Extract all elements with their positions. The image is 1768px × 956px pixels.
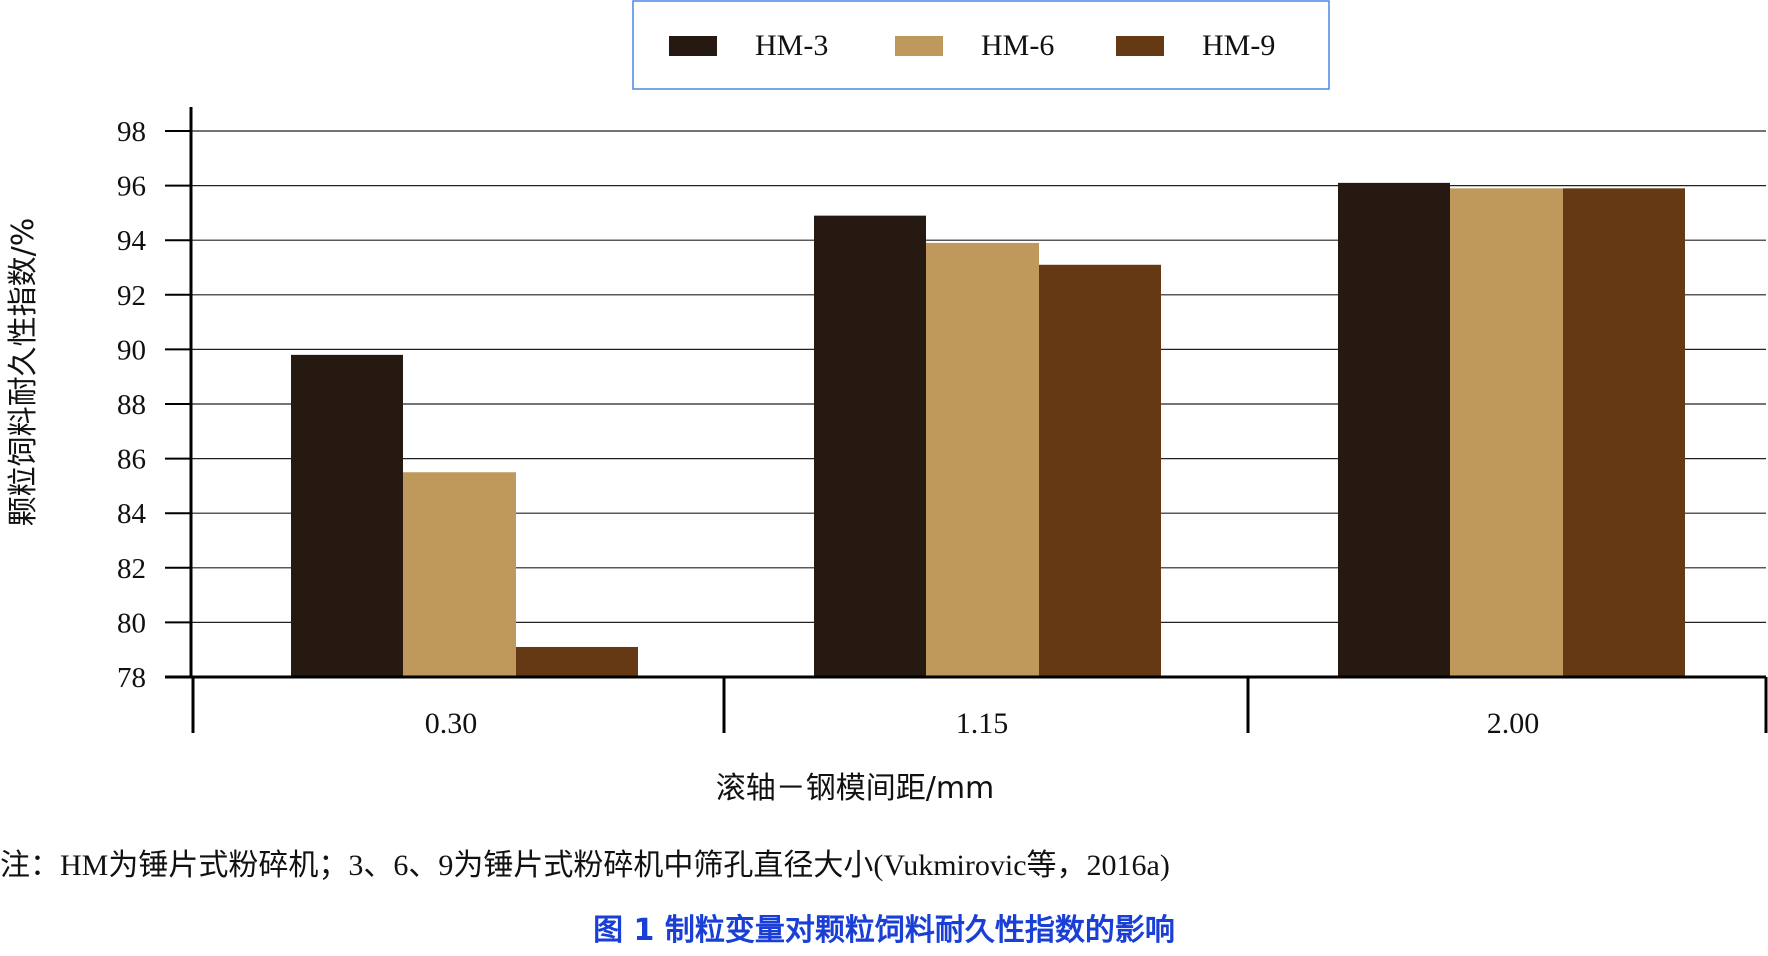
x-tick-label: 0.30	[425, 707, 478, 740]
legend-box	[632, 0, 1330, 90]
y-tick-label: 84	[117, 498, 147, 530]
y-tick-label: 86	[117, 444, 146, 476]
legend-swatch-hm-3	[669, 36, 717, 56]
y-axis-label: 颗粒饲料耐久性指数/%	[6, 218, 41, 527]
y-tick-label: 98	[117, 116, 146, 148]
bar-hm-3-2.00	[1338, 182, 1450, 677]
bar-hm-9-2.00	[1563, 188, 1685, 677]
bar-hm-9-1.15	[1039, 264, 1161, 677]
x-tick-label: 1.15	[956, 707, 1009, 740]
axes	[165, 107, 1768, 733]
chart-note: 注：HM为锤片式粉碎机；3、6、9为锤片式粉碎机中筛孔直径大小(Vukmirov…	[0, 849, 1170, 882]
y-tick-label: 82	[117, 553, 146, 585]
y-tick-label: 78	[117, 662, 146, 694]
bar-hm-3-1.15	[814, 215, 926, 677]
figure-caption: 图 1 制粒变量对颗粒饲料耐久性指数的影响	[593, 913, 1175, 948]
legend-swatch-hm-6	[895, 36, 943, 56]
y-tick-label: 80	[117, 607, 146, 639]
y-tick-label: 94	[117, 225, 147, 257]
x-tick-label: 2.00	[1487, 707, 1540, 740]
bar-hm-6-1.15	[926, 242, 1039, 677]
bar-hm-6-0.30	[403, 472, 516, 677]
legend-label-hm-6: HM-6	[981, 29, 1054, 62]
y-tick-label: 88	[117, 389, 146, 421]
legend-label-hm-9: HM-9	[1202, 29, 1275, 62]
y-tick-label: 92	[117, 280, 146, 312]
y-tick-labels: 78 80 82 84 86 88 90 92 94 96 98	[117, 116, 191, 694]
bar-hm-9-0.30	[516, 646, 638, 677]
y-tick-label: 90	[117, 334, 146, 366]
legend-swatch-hm-9	[1116, 36, 1164, 56]
bar-chart: 78 80 82 84 86 88 90 92 94 96 98 0.30 1.15 2.00 HM-3…	[6, 0, 1768, 806]
y-tick-label: 96	[117, 171, 146, 203]
legend-label-hm-3: HM-3	[755, 29, 828, 62]
bars	[291, 182, 1685, 677]
bar-hm-6-2.00	[1450, 188, 1563, 677]
x-tick-labels: 0.30 1.15 2.00	[425, 707, 1540, 740]
legend: HM-3 HM-6 HM-9	[632, 0, 1330, 90]
x-axis-label: 滚轴－钢模间距/mm	[716, 771, 995, 806]
bar-hm-3-0.30	[291, 354, 403, 677]
